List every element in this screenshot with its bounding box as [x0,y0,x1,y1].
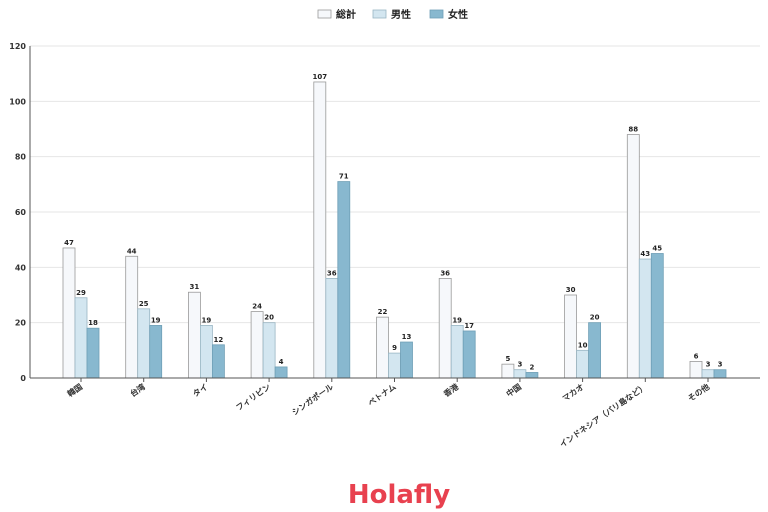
bar-男性 [701,369,715,379]
bar-総計 [501,363,515,379]
bar-value-label: 17 [464,322,474,330]
bar-value-label: 43 [640,250,650,258]
bar-総計 [438,277,452,379]
bar-value-label: 3 [517,361,522,369]
bar-総計 [689,360,703,379]
bar-総計 [564,294,577,379]
bar-女性 [211,344,225,379]
bar-value-label: 10 [578,341,588,349]
bar-女性 [149,325,163,379]
y-tick-label: 120 [9,42,26,51]
bar-value-label: 29 [76,289,86,297]
bar-総計 [313,81,327,379]
legend-label: 男性 [391,8,411,21]
bar-value-label: 3 [706,361,711,369]
x-tick-label: ベトナム [366,382,397,408]
bar-女性 [400,341,413,379]
bar-総計 [626,134,640,379]
bar-value-label: 19 [151,316,161,324]
bar-女性 [462,330,476,379]
x-tick-label: 韓国 [65,381,84,398]
bar-男性 [199,325,213,379]
legend-swatch-総計 [317,9,332,19]
x-tick-label: 香港 [441,381,461,400]
bar-男性 [576,349,589,379]
legend-label: 女性 [448,8,468,21]
bar-総計 [125,255,139,379]
bar-value-label: 2 [529,363,534,371]
bar-総計 [376,316,389,379]
bar-value-label: 71 [339,173,349,181]
bar-男性 [388,352,401,379]
bar-value-label: 20 [264,314,274,322]
bar-value-label: 22 [378,308,388,316]
bar-value-label: 6 [694,352,699,360]
x-tick-label: その他 [686,381,711,403]
bar-value-label: 47 [64,239,74,247]
bar-男性 [74,297,88,379]
bar-value-label: 12 [214,336,224,344]
bar-女性 [588,322,601,379]
x-tick-label: 中国 [504,381,523,398]
bar-value-label: 19 [202,316,212,324]
bar-value-label: 19 [452,316,462,324]
bar-value-label: 18 [88,319,98,327]
y-tick-label: 100 [9,97,26,106]
x-tick-label: フィリピン [234,381,272,412]
x-tick-label: シンガポール [290,381,335,417]
bar-value-label: 9 [392,344,397,352]
bar-value-label: 45 [652,245,662,253]
bar-value-label: 4 [279,358,284,366]
bar-男性 [513,369,527,379]
bar-男性 [137,308,151,379]
label-layer: 4729184425193119122420410736712291336191… [64,73,722,372]
bar-男性 [325,277,339,379]
bar-value-label: 88 [628,126,638,134]
bar-女性 [86,327,100,379]
y-tick-label: 0 [20,374,26,383]
y-tick-label: 60 [15,208,27,217]
y-tick-label: 80 [15,153,27,162]
bar-value-label: 31 [190,283,200,291]
legend-swatch-男性 [372,9,387,19]
legend-label: 総計 [336,8,356,21]
y-tick-label: 40 [15,263,27,272]
axis-layer: 0 20 40 60 80 100 120 韓国 台湾 タイ フィリピン シンガポール ベトナム 香港 中国… [9,42,760,449]
bar-総計 [187,291,201,379]
x-tick-label: タイ [191,381,210,398]
bar-value-label: 13 [402,333,412,341]
bar-value-label: 36 [327,269,337,277]
bar-value-label: 3 [718,361,723,369]
legend: 総計 男性 女性 [317,8,468,21]
bar-女性 [337,181,351,379]
bar-value-label: 5 [505,355,510,363]
bar-value-label: 30 [566,286,576,294]
bar-value-label: 44 [127,247,137,255]
x-tick-label: 台湾 [128,381,147,398]
bar-value-label: 107 [312,73,327,81]
bar-value-label: 24 [252,303,262,311]
y-tick-label: 20 [15,319,27,328]
bar-総計 [250,311,264,379]
bar-男性 [262,322,276,379]
bar-女性 [525,372,539,379]
holafly-logo: Holafly [348,480,450,510]
bar-value-label: 36 [440,269,450,277]
legend-swatch-女性 [429,9,444,19]
bar-男性 [450,325,464,379]
x-tick-label: マカオ [561,382,586,403]
bar-女性 [650,253,664,379]
bar-男性 [638,258,652,379]
bar-layer [62,81,727,379]
bar-女性 [713,369,727,379]
bar-女性 [274,366,288,379]
bar-value-label: 20 [590,314,600,322]
bar-総計 [62,247,76,379]
bar-value-label: 25 [139,300,149,308]
